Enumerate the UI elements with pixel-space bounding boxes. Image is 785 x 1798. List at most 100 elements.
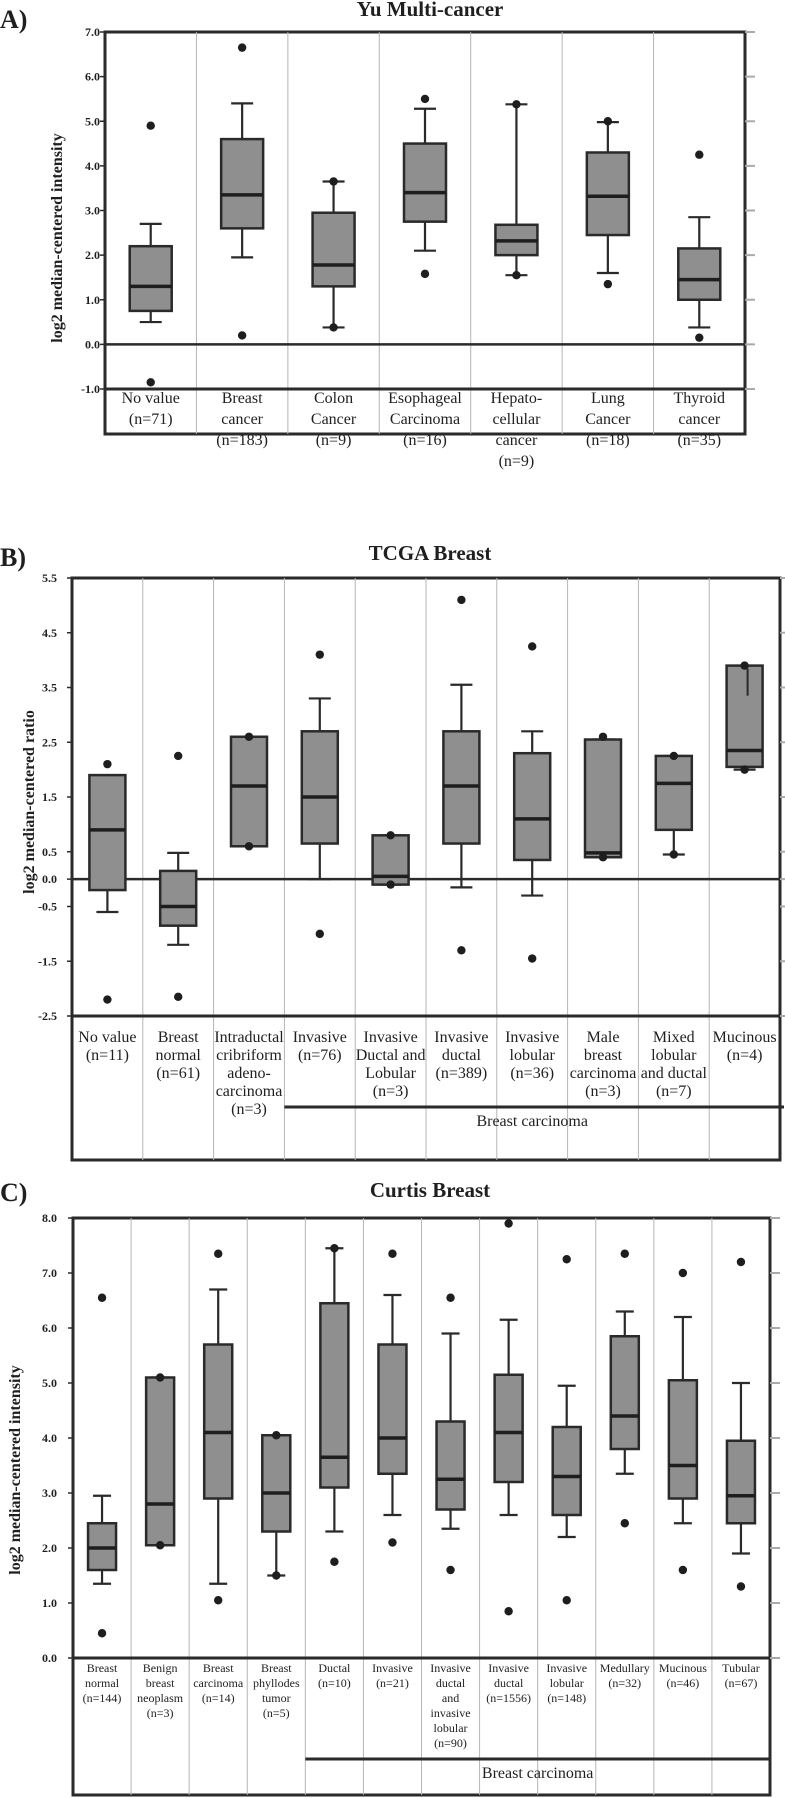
- box-iqr: [311, 211, 356, 288]
- outlier-point: [562, 1255, 571, 1264]
- box-iqr: [585, 151, 631, 237]
- box-iqr: [435, 1420, 466, 1511]
- outlier-point: [420, 269, 430, 279]
- y-tick-label: 6.0: [85, 70, 100, 84]
- box-iqr: [583, 738, 623, 859]
- category-label: Breast: [203, 1661, 234, 1675]
- category-label: cellular: [492, 411, 541, 428]
- outlier-point: [457, 595, 466, 605]
- outlier-point: [695, 150, 704, 159]
- box-iqr: [667, 1379, 699, 1500]
- outlier-point: [146, 378, 155, 387]
- outlier-point: [174, 751, 183, 761]
- group-label: Breast carcinoma: [476, 1113, 588, 1130]
- category-label: invasive: [431, 1706, 471, 1720]
- category-label: (n=3): [231, 1101, 267, 1118]
- category-label: ductal: [442, 1047, 482, 1064]
- outlier-point: [329, 323, 338, 332]
- category-label: tumor: [262, 1691, 291, 1705]
- y-tick-label: 0.0: [42, 872, 57, 886]
- category-label: (n=148): [547, 1691, 586, 1705]
- y-tick-label: 5.0: [85, 114, 100, 128]
- category-label: and ductal: [641, 1065, 708, 1082]
- y-tick-label: -1.5: [38, 954, 57, 968]
- category-label: cribriform: [216, 1047, 282, 1064]
- category-label: (n=14): [202, 1691, 235, 1705]
- box-1: [158, 751, 198, 1002]
- category-label: and: [442, 1691, 459, 1705]
- box-iqr: [158, 869, 198, 927]
- chart-title: Yu Multi-cancer: [357, 0, 504, 21]
- y-tick-label: -2.5: [38, 1009, 57, 1023]
- box-iqr: [654, 754, 694, 832]
- outlier-point: [103, 995, 112, 1004]
- y-tick-label: 0.0: [42, 1651, 57, 1665]
- panel-curtis-breast: 8.0 7.0 6.0 5.0 4.0 3.0 2.0 1.0 0.0 Curtis Breast…: [0, 1178, 780, 1797]
- category-label: (n=5): [263, 1706, 290, 1720]
- outlier-point: [315, 650, 324, 659]
- category-label: (n=21): [376, 1676, 409, 1690]
- box-0: [86, 1293, 118, 1638]
- category-label: lobular: [510, 1047, 556, 1064]
- category-label: Breast: [261, 1661, 292, 1675]
- y-tick-label: -1.0: [81, 382, 100, 396]
- category-label: Cancer: [311, 411, 357, 428]
- category-label: carcinoma: [216, 1083, 283, 1100]
- box-8: [551, 1255, 582, 1605]
- y-tick-label: 4.0: [42, 1431, 57, 1445]
- category-label: Invasive: [363, 1029, 417, 1046]
- box-0: [128, 121, 173, 387]
- group-label: Breast carcinoma: [482, 1765, 594, 1782]
- box-3: [261, 1431, 292, 1580]
- category-label: Invasive: [293, 1029, 347, 1046]
- category-label: Invasive: [505, 1029, 559, 1046]
- category-label: No value: [78, 1029, 136, 1046]
- category-label: Cancer: [585, 411, 631, 428]
- outlier-point: [736, 1582, 746, 1591]
- category-label: No value: [122, 390, 180, 407]
- box-iqr: [377, 1343, 408, 1475]
- box-iqr: [88, 773, 127, 892]
- panel-tcga-breast: 5.5 4.5 3.5 2.5 1.5 0.5 0.0 -0.5 -1.5 -2.5 TCGA Br…: [0, 541, 785, 1162]
- outlier-point: [97, 1293, 107, 1302]
- outlier-point: [155, 1373, 165, 1382]
- outlier-point: [504, 1219, 513, 1228]
- y-tick-label: -0.5: [38, 900, 57, 914]
- category-label: Hepato-: [491, 390, 543, 407]
- y-tick-label: 5.0: [42, 1376, 57, 1390]
- box-10: [667, 1268, 699, 1575]
- box-iqr: [319, 1302, 350, 1489]
- y-tick-label: 3.0: [42, 1486, 57, 1500]
- category-label: (n=35): [677, 432, 721, 449]
- category-label: Invasive: [430, 1661, 471, 1675]
- category-label: cancer: [221, 411, 263, 428]
- box-6: [677, 150, 722, 342]
- outlier-point: [603, 279, 613, 289]
- outlier-point: [504, 1607, 513, 1616]
- category-label: Invasive: [434, 1029, 488, 1046]
- outlier-point: [446, 1565, 455, 1575]
- outlier-point: [620, 1519, 629, 1528]
- category-label: Colon: [314, 390, 353, 407]
- box-iqr: [493, 1373, 524, 1484]
- category-label: lobular: [651, 1047, 697, 1064]
- box-11: [725, 1257, 757, 1591]
- category-label: (n=9): [499, 453, 535, 470]
- category-label: ductal: [436, 1676, 466, 1690]
- outlier-point: [174, 992, 183, 1002]
- category-label: normal: [156, 1047, 202, 1064]
- box-5: [377, 1249, 408, 1547]
- category-label: (n=183): [216, 432, 268, 449]
- category-label: (n=32): [608, 1676, 641, 1690]
- box-5: [442, 595, 481, 955]
- y-tick-label: 1.0: [85, 293, 100, 307]
- outlier-point: [562, 1596, 571, 1605]
- outlier-point: [214, 1596, 223, 1605]
- outlier-point: [669, 850, 678, 859]
- category-label: Invasive: [488, 1661, 529, 1675]
- box-iqr: [144, 1376, 176, 1547]
- y-tick-label: 2.0: [42, 1541, 57, 1555]
- category-label: Mixed: [653, 1029, 695, 1046]
- y-tick-label: 7.0: [85, 25, 100, 39]
- outlier-point: [620, 1249, 629, 1258]
